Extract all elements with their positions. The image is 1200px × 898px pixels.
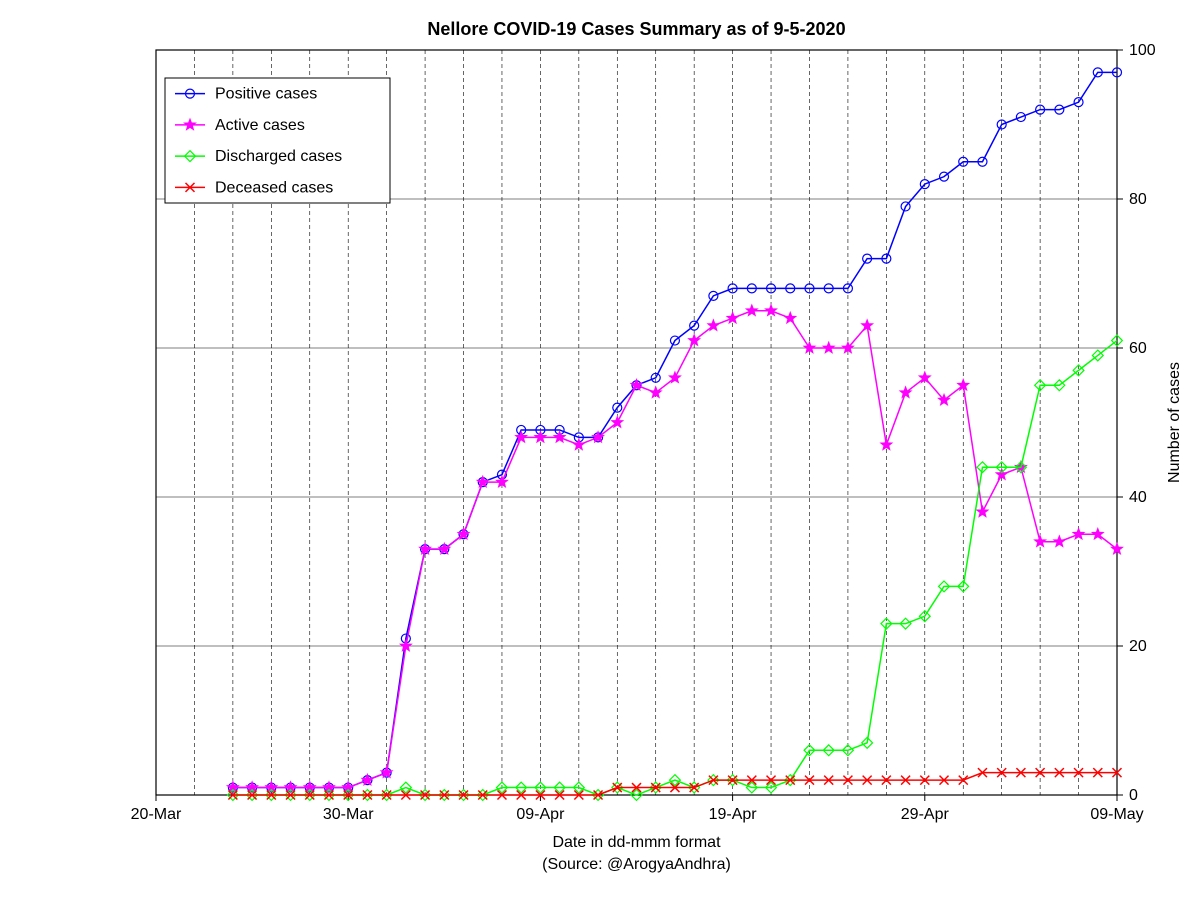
x-tick-label: 09-May: [1090, 806, 1143, 823]
legend: Positive cases Active cases Discharged cas…: [165, 78, 390, 203]
x-tick-label: 30-Mar: [323, 806, 374, 823]
x-tick-label: 19-Apr: [709, 806, 758, 823]
chart-svg: Nellore COVID-19 Cases Summary as of 9-5…: [0, 0, 1200, 898]
y-tick-label: 60: [1129, 340, 1147, 357]
x-axis-label: Date in dd-mmm format: [552, 834, 721, 851]
legend-label: Deceased cases: [215, 179, 333, 196]
x-tick-label: 09-Apr: [516, 806, 565, 823]
y-tick-label: 0: [1129, 787, 1138, 804]
x-tick-label: 29-Apr: [901, 806, 950, 823]
legend-label: Active cases: [215, 117, 305, 134]
y-tick-label: 80: [1129, 191, 1147, 208]
x-axis-sublabel: (Source: @ArogyaAndhra): [542, 856, 731, 873]
y-tick-label: 20: [1129, 638, 1147, 655]
series-markers-1: [227, 305, 1122, 792]
y-axis-label: Number of cases: [1166, 362, 1183, 483]
series-line-2: [233, 341, 1117, 795]
x-tick-label: 20-Mar: [131, 806, 182, 823]
y-tick-label: 40: [1129, 489, 1147, 506]
y-tick-label: 100: [1129, 42, 1156, 59]
series-line-1: [233, 311, 1117, 788]
legend-label: Discharged cases: [215, 148, 342, 165]
chart-title: Nellore COVID-19 Cases Summary as of 9-5…: [427, 19, 845, 39]
legend-label: Positive cases: [215, 86, 317, 103]
chart-container: Nellore COVID-19 Cases Summary as of 9-5…: [0, 0, 1200, 898]
series-markers-2: [227, 335, 1122, 800]
